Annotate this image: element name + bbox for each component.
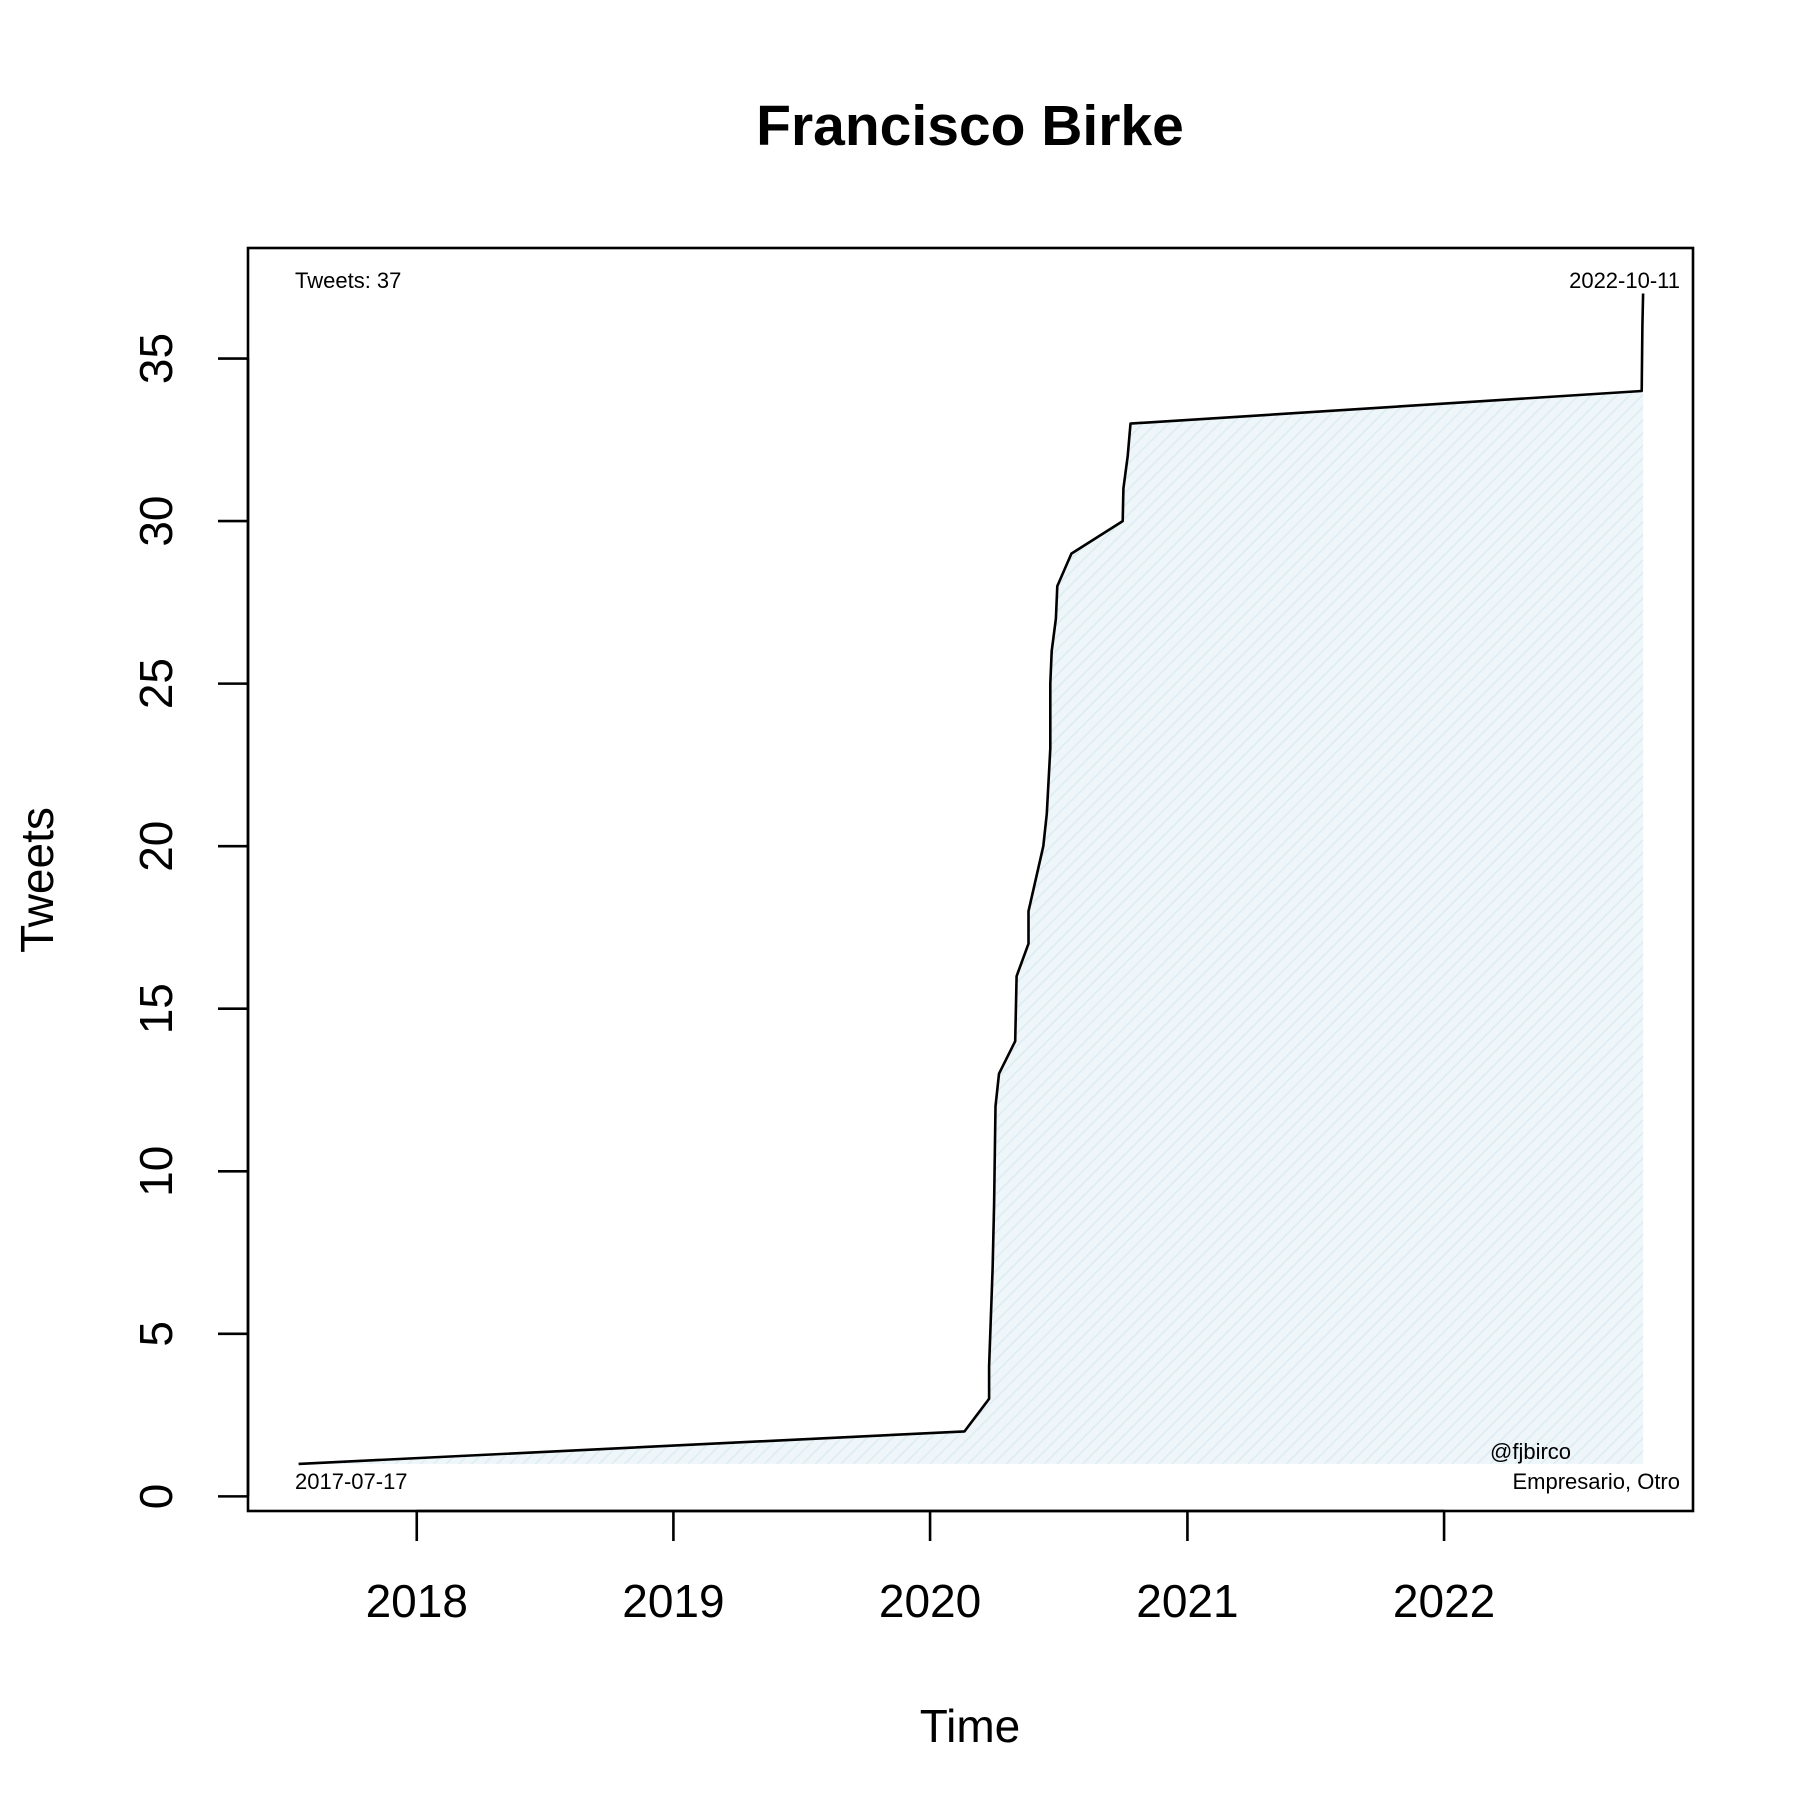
area-fill (298, 293, 1644, 1464)
series-line (298, 293, 1645, 1466)
x-tick-label: 2022 (1393, 1575, 1495, 1627)
first-date-note: 2017-07-17 (295, 1469, 408, 1494)
chart-title: Francisco Birke (756, 94, 1184, 158)
y-axis-label: Tweets (11, 807, 63, 953)
y-tick-label: 0 (130, 1484, 182, 1510)
x-axis-label: Time (920, 1700, 1021, 1752)
handle-note: @fjbirco (1490, 1439, 1571, 1464)
plot-area (246, 246, 1695, 1513)
last-date-note: 2022-10-11 (1569, 268, 1680, 293)
tweet-count-note: Tweets: 37 (295, 268, 401, 293)
y-tick-label: 5 (130, 1321, 182, 1347)
x-tick-label: 2018 (366, 1575, 468, 1627)
x-axis: 2018 2019 2020 2021 2022 (366, 1509, 1495, 1627)
x-tick-label: 2021 (1136, 1575, 1238, 1627)
y-tick-label: 25 (130, 658, 182, 709)
y-tick-label: 10 (130, 1146, 182, 1197)
y-axis: 0 5 10 15 20 25 30 35 (130, 333, 250, 1510)
y-tick-label: 30 (130, 496, 182, 547)
y-tick-label: 20 (130, 821, 182, 872)
x-tick-label: 2020 (879, 1575, 981, 1627)
x-tick-label: 2019 (622, 1575, 724, 1627)
y-tick-label: 35 (130, 333, 182, 384)
occupation-note: Empresario, Otro (1513, 1469, 1681, 1494)
y-tick-label: 15 (130, 983, 182, 1034)
